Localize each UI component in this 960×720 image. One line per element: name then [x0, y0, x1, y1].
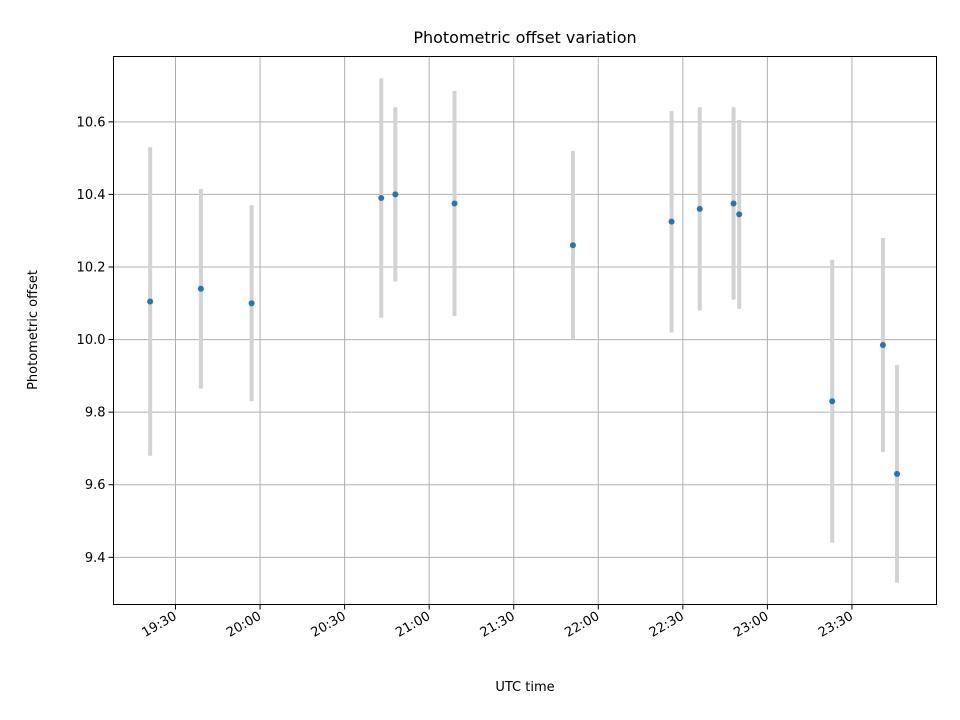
y-tick-label-6: 10.6: [77, 115, 106, 130]
y-tick-label-2: 9.8: [85, 406, 106, 421]
data-point-10: [736, 211, 743, 218]
data-point-12: [879, 342, 886, 349]
data-point-3: [378, 195, 385, 202]
x-tick-label-4: 21:30: [478, 609, 518, 641]
x-tick-label-1: 20:00: [224, 609, 264, 641]
y-axis-label: Photometric offset: [26, 270, 41, 390]
data-point-8: [696, 205, 703, 212]
data-point-13: [894, 470, 901, 477]
x-axis-label: UTC time: [495, 680, 554, 695]
y-tick-label-4: 10.2: [77, 260, 106, 275]
y-tick-label-5: 10.4: [77, 188, 106, 203]
data-point-6: [569, 242, 576, 249]
chart-title: Photometric offset variation: [413, 28, 636, 47]
data-point-0: [147, 298, 154, 305]
x-tick-label-7: 23:00: [731, 609, 771, 641]
y-axis: 9.4 9.6 9.8 10.0 10.2 10.4 10.6: [77, 115, 114, 566]
data-point-5: [451, 200, 458, 207]
plot-frame: [113, 56, 937, 605]
x-tick-label-2: 20:30: [309, 609, 349, 641]
x-tick-label-3: 21:00: [393, 609, 433, 641]
y-tick-label-0: 9.4: [85, 551, 106, 566]
x-tick-label-0: 19:30: [140, 609, 180, 641]
x-axis: 19:30 20:00 20:30 21:00 21:30 22:00 22:30 23:00…: [140, 604, 856, 641]
data-points: [147, 191, 901, 477]
y-tick-label-3: 10.0: [77, 333, 106, 348]
data-point-4: [392, 191, 399, 198]
data-point-7: [668, 218, 675, 225]
x-tick-label-5: 22:00: [562, 609, 602, 641]
y-tick-label-1: 9.6: [85, 478, 106, 493]
grid: [113, 56, 937, 605]
data-point-1: [197, 285, 204, 292]
data-point-11: [829, 398, 836, 405]
x-tick-label-8: 23:30: [816, 609, 856, 641]
data-point-9: [730, 200, 737, 207]
error-bars: [148, 78, 900, 583]
data-point-2: [248, 300, 255, 307]
x-tick-label-6: 22:30: [647, 609, 687, 641]
